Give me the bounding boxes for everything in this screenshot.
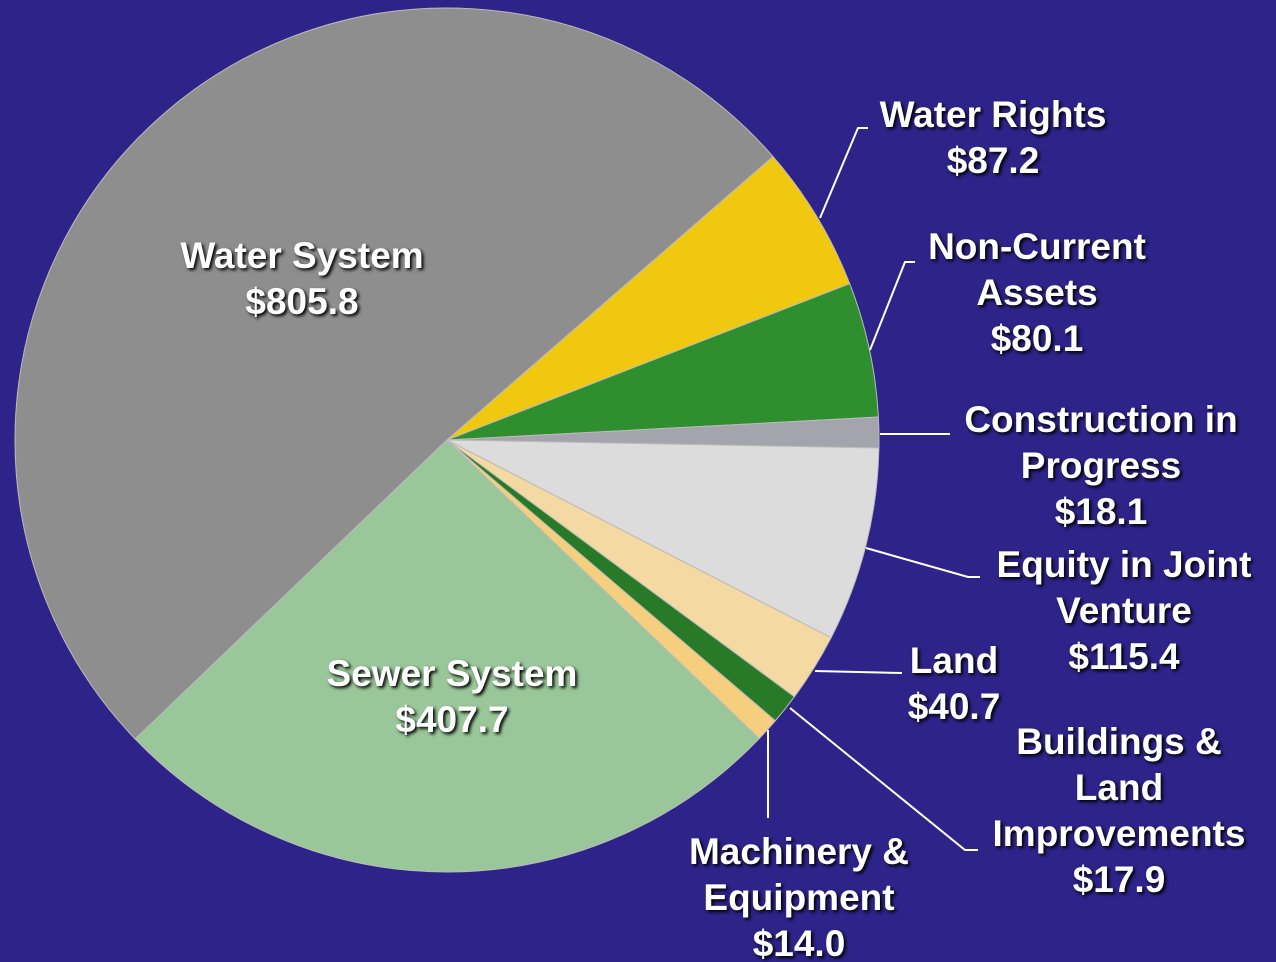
category-label: Non-Current Assets (928, 226, 1146, 313)
slice-label: Construction in Progress $18.1 (946, 397, 1256, 535)
category-label: Machinery & Equipment (688, 831, 909, 918)
category-label: Construction in Progress (964, 399, 1238, 486)
value-label: $87.2 (946, 140, 1040, 181)
value-label: $80.1 (990, 318, 1084, 359)
category-label: Water System (180, 235, 424, 276)
slice-label: Land $40.7 (874, 638, 1034, 730)
leader-line (869, 261, 915, 351)
slice-label: Water System $805.8 (122, 233, 482, 325)
category-label: Sewer System (326, 653, 578, 694)
leader-line (814, 670, 903, 674)
leader-line (789, 707, 978, 851)
pie-slice (446, 155, 851, 441)
leader-line (865, 547, 980, 578)
slice-label: Water Rights $87.2 (843, 92, 1143, 184)
value-label: $18.1 (1054, 491, 1148, 532)
slice-label: Buildings & Land Improvements $17.9 (974, 719, 1264, 903)
category-label: Water Rights (879, 94, 1107, 135)
leader-lines (767, 127, 980, 851)
pie-slice (14, 7, 774, 740)
value-label: $17.9 (1072, 859, 1166, 900)
pie-slice (446, 439, 880, 639)
value-label: $14.0 (752, 923, 846, 962)
category-label: Land (909, 640, 999, 681)
pie-slice (134, 439, 760, 873)
value-label: $805.8 (245, 281, 359, 322)
value-label: $407.7 (395, 699, 509, 740)
value-label: $115.4 (1068, 636, 1180, 677)
slice-label: Machinery & Equipment $14.0 (669, 829, 929, 962)
slice-label: Sewer System $407.7 (272, 651, 632, 743)
slice-label: Non-Current Assets $80.1 (907, 224, 1167, 362)
value-label: $40.7 (907, 686, 1001, 727)
leader-line (819, 127, 868, 219)
category-label: Buildings & Land Improvements (992, 721, 1246, 854)
category-label: Equity in Joint Venture (996, 544, 1252, 631)
slice-label: Equity in Joint Venture $115.4 (974, 542, 1274, 680)
